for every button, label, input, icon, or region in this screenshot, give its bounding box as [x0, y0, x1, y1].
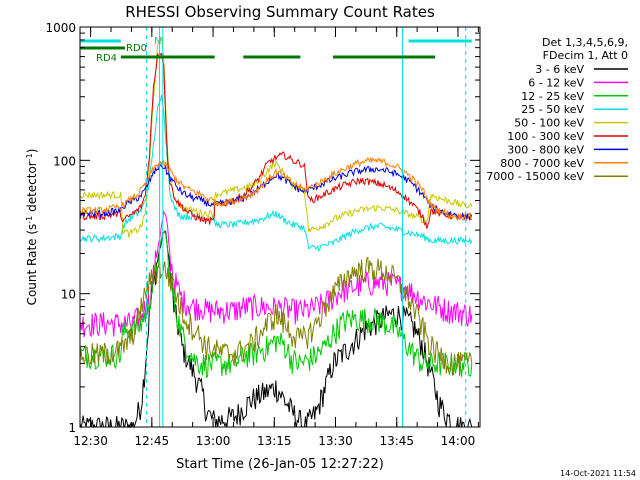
series-line-3-6-kev	[79, 230, 473, 429]
legend-label-100-300-kev: 100 - 300 keV	[507, 130, 584, 143]
y-axis: 1 10 100 1000	[45, 21, 480, 435]
legend-header-line-2: FDecim 1, Att 0	[543, 49, 628, 62]
plot-frame	[79, 26, 481, 428]
legend: Det 1,3,4,5,6,9, FDecim 1, Att 0 3 - 6 k…	[486, 36, 628, 183]
chart-title: RHESSI Observing Summary Count Rates	[125, 3, 435, 21]
x-tick-label-13-00: 13:00	[196, 434, 231, 448]
x-tick-label-13-45: 13:45	[379, 434, 414, 448]
legend-label-25-50-kev: 25 - 50 keV	[521, 103, 584, 116]
legend-label-12-25-kev: 12 - 25 keV	[521, 90, 584, 103]
x-tick-label-13-15: 13:15	[257, 434, 292, 448]
legend-label-6-12-kev: 6 - 12 keV	[528, 76, 584, 89]
series-line-50-100-kev	[79, 36, 473, 238]
legend-label-50-100-kev: 50 - 100 keV	[514, 117, 584, 130]
series-layer	[79, 36, 473, 429]
series-line-100-300-kev	[79, 51, 472, 229]
y-tick-label-100: 100	[53, 154, 76, 168]
y-tick-label-1000: 1000	[45, 21, 76, 35]
series-line-7000-15000-kev	[79, 256, 473, 376]
y-tick-label-1: 1	[68, 421, 76, 435]
series-line-800-7000-kev	[79, 156, 473, 221]
y-axis-label: Count Rate (s-1 detector-1)	[25, 149, 40, 306]
legend-label-300-800-kev: 300 - 800 keV	[507, 143, 584, 156]
series-line-12-25-kev	[79, 230, 473, 379]
rd0-flag-label: RD0	[126, 43, 147, 54]
x-axis: 12:30 12:45 13:00 13:15 13:30 13:45 14:00	[73, 27, 479, 448]
x-tick-label-12-45: 12:45	[135, 434, 170, 448]
n-flag-label: N	[154, 36, 161, 47]
legend-label-7000-15000-kev: 7000 - 15000 keV	[486, 170, 584, 183]
footer-timestamp: 14-Oct-2021 11:54	[560, 469, 636, 478]
series-line-25-50-kev	[79, 94, 473, 252]
rd4-flag-label: RD4	[96, 53, 117, 64]
x-tick-label-12-30: 12:30	[73, 434, 108, 448]
x-axis-label: Start Time (26-Jan-05 12:27:22)	[176, 457, 384, 472]
x-tick-label-13-30: 13:30	[318, 434, 353, 448]
legend-label-3-6-kev: 3 - 6 keV	[535, 63, 584, 76]
x-tick-label-14-00: 14:00	[441, 434, 476, 448]
series-line-300-800-kev	[79, 161, 473, 222]
legend-header-line-1: Det 1,3,4,5,6,9,	[542, 36, 628, 49]
legend-label-800-7000-kev: 800 - 7000 keV	[500, 157, 584, 170]
y-tick-label-10: 10	[61, 288, 76, 302]
annotation-layer: N RD0 RD4	[80, 27, 472, 427]
